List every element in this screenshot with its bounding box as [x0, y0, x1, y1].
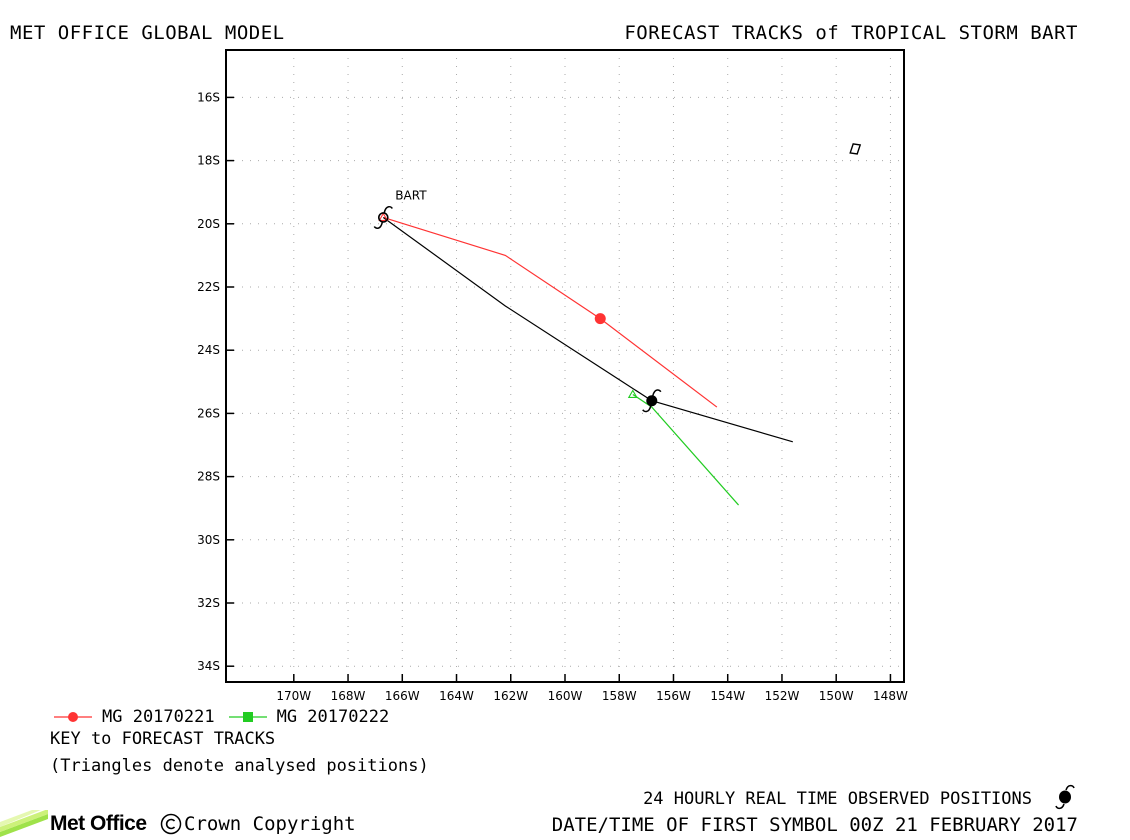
met-office-logo: Met Office	[0, 810, 147, 838]
y-tick-label: 16S	[197, 90, 220, 104]
y-tick-label: 22S	[197, 280, 220, 294]
red-circle-line-icon	[54, 712, 92, 722]
y-tick-label: 34S	[197, 659, 220, 673]
key-title: KEY to FORECAST TRACKS	[50, 729, 276, 749]
x-tick-label: 164W	[439, 689, 474, 700]
storm-tracks	[382, 216, 793, 506]
y-tick-label: 28S	[197, 470, 220, 484]
observed-storm-symbol	[642, 389, 662, 413]
island-outline	[849, 143, 862, 155]
legend-item-mg-20170222: MG 20170222	[227, 707, 390, 727]
y-tick-label: 32S	[197, 596, 220, 610]
green-square-line-icon	[228, 712, 267, 722]
observed-storm-symbol	[373, 205, 393, 229]
analysed-position-triangle	[627, 389, 638, 398]
track-line-observed	[382, 216, 793, 443]
x-tick-label: 168W	[331, 689, 366, 700]
storm-symbol-ring	[377, 212, 389, 223]
y-tick-label: 24S	[197, 343, 220, 357]
y-tick-label: 26S	[197, 406, 220, 420]
forecast-point	[594, 313, 606, 325]
plot-frame	[225, 49, 905, 683]
legend-label: MG 20170222	[276, 707, 390, 727]
storm-symbol-fill	[646, 395, 658, 407]
chart-title: FORECAST TRACKS of TROPICAL STORM BART	[624, 22, 1078, 44]
storm-symbol-arm	[383, 205, 393, 213]
x-tick-label: 162W	[493, 689, 528, 700]
legend-item-mg-20170221: MG 20170221	[52, 707, 215, 727]
copyright-icon	[160, 813, 182, 835]
x-tick-label: 154W	[710, 689, 745, 700]
axis-ticks: 170W 168W 166W 164W 162W 160W 158W 156W 154W 152W…	[197, 90, 908, 700]
storm-symbol-arm	[652, 389, 662, 396]
logo-text: Met Office	[50, 812, 147, 835]
x-tick-label: 166W	[385, 689, 420, 700]
y-tick-label: 30S	[197, 533, 220, 547]
copyright-text: Crown Copyright	[184, 813, 356, 835]
first-symbol-datetime: DATE/TIME OF FIRST SYMBOL 00Z 21 FEBRUAR…	[551, 814, 1078, 836]
grid-lines	[226, 50, 904, 682]
y-tick-label: 20S	[197, 217, 220, 231]
copyright: Crown Copyright	[160, 813, 356, 835]
met-office-logo-icon	[0, 810, 48, 837]
x-tick-label: 148W	[873, 689, 908, 700]
y-tick-label: 18S	[197, 154, 220, 168]
x-tick-label: 170W	[276, 689, 311, 700]
analysed-position-triangle	[378, 212, 389, 222]
x-tick-label: 158W	[602, 689, 637, 700]
x-tick-label: 160W	[548, 689, 583, 700]
track-line-mg-20170222	[632, 393, 740, 506]
key-note: (Triangles denote analysed positions)	[50, 756, 429, 776]
forecast-track-chart: 170W 168W 166W 164W 162W 160W 158W 156W 154W 152W…	[197, 49, 908, 700]
track-symbols: BART	[373, 143, 862, 413]
legend: MG 20170221 MG 20170222	[52, 707, 401, 727]
x-tick-label: 156W	[656, 689, 691, 700]
track-line-mg-20170221	[383, 216, 718, 408]
observed-positions-label: 24 HOURLY REAL TIME OBSERVED POSITIONS	[643, 789, 1032, 809]
storm-symbol-icon	[1055, 784, 1075, 810]
storm-symbol-arm	[373, 222, 384, 229]
storm-symbol-arm	[642, 405, 652, 413]
legend-label: MG 20170221	[102, 707, 215, 727]
model-title: MET OFFICE GLOBAL MODEL	[10, 22, 285, 44]
storm-name-label: BART	[395, 188, 427, 202]
x-tick-label: 152W	[765, 689, 800, 700]
x-tick-label: 150W	[819, 689, 854, 700]
